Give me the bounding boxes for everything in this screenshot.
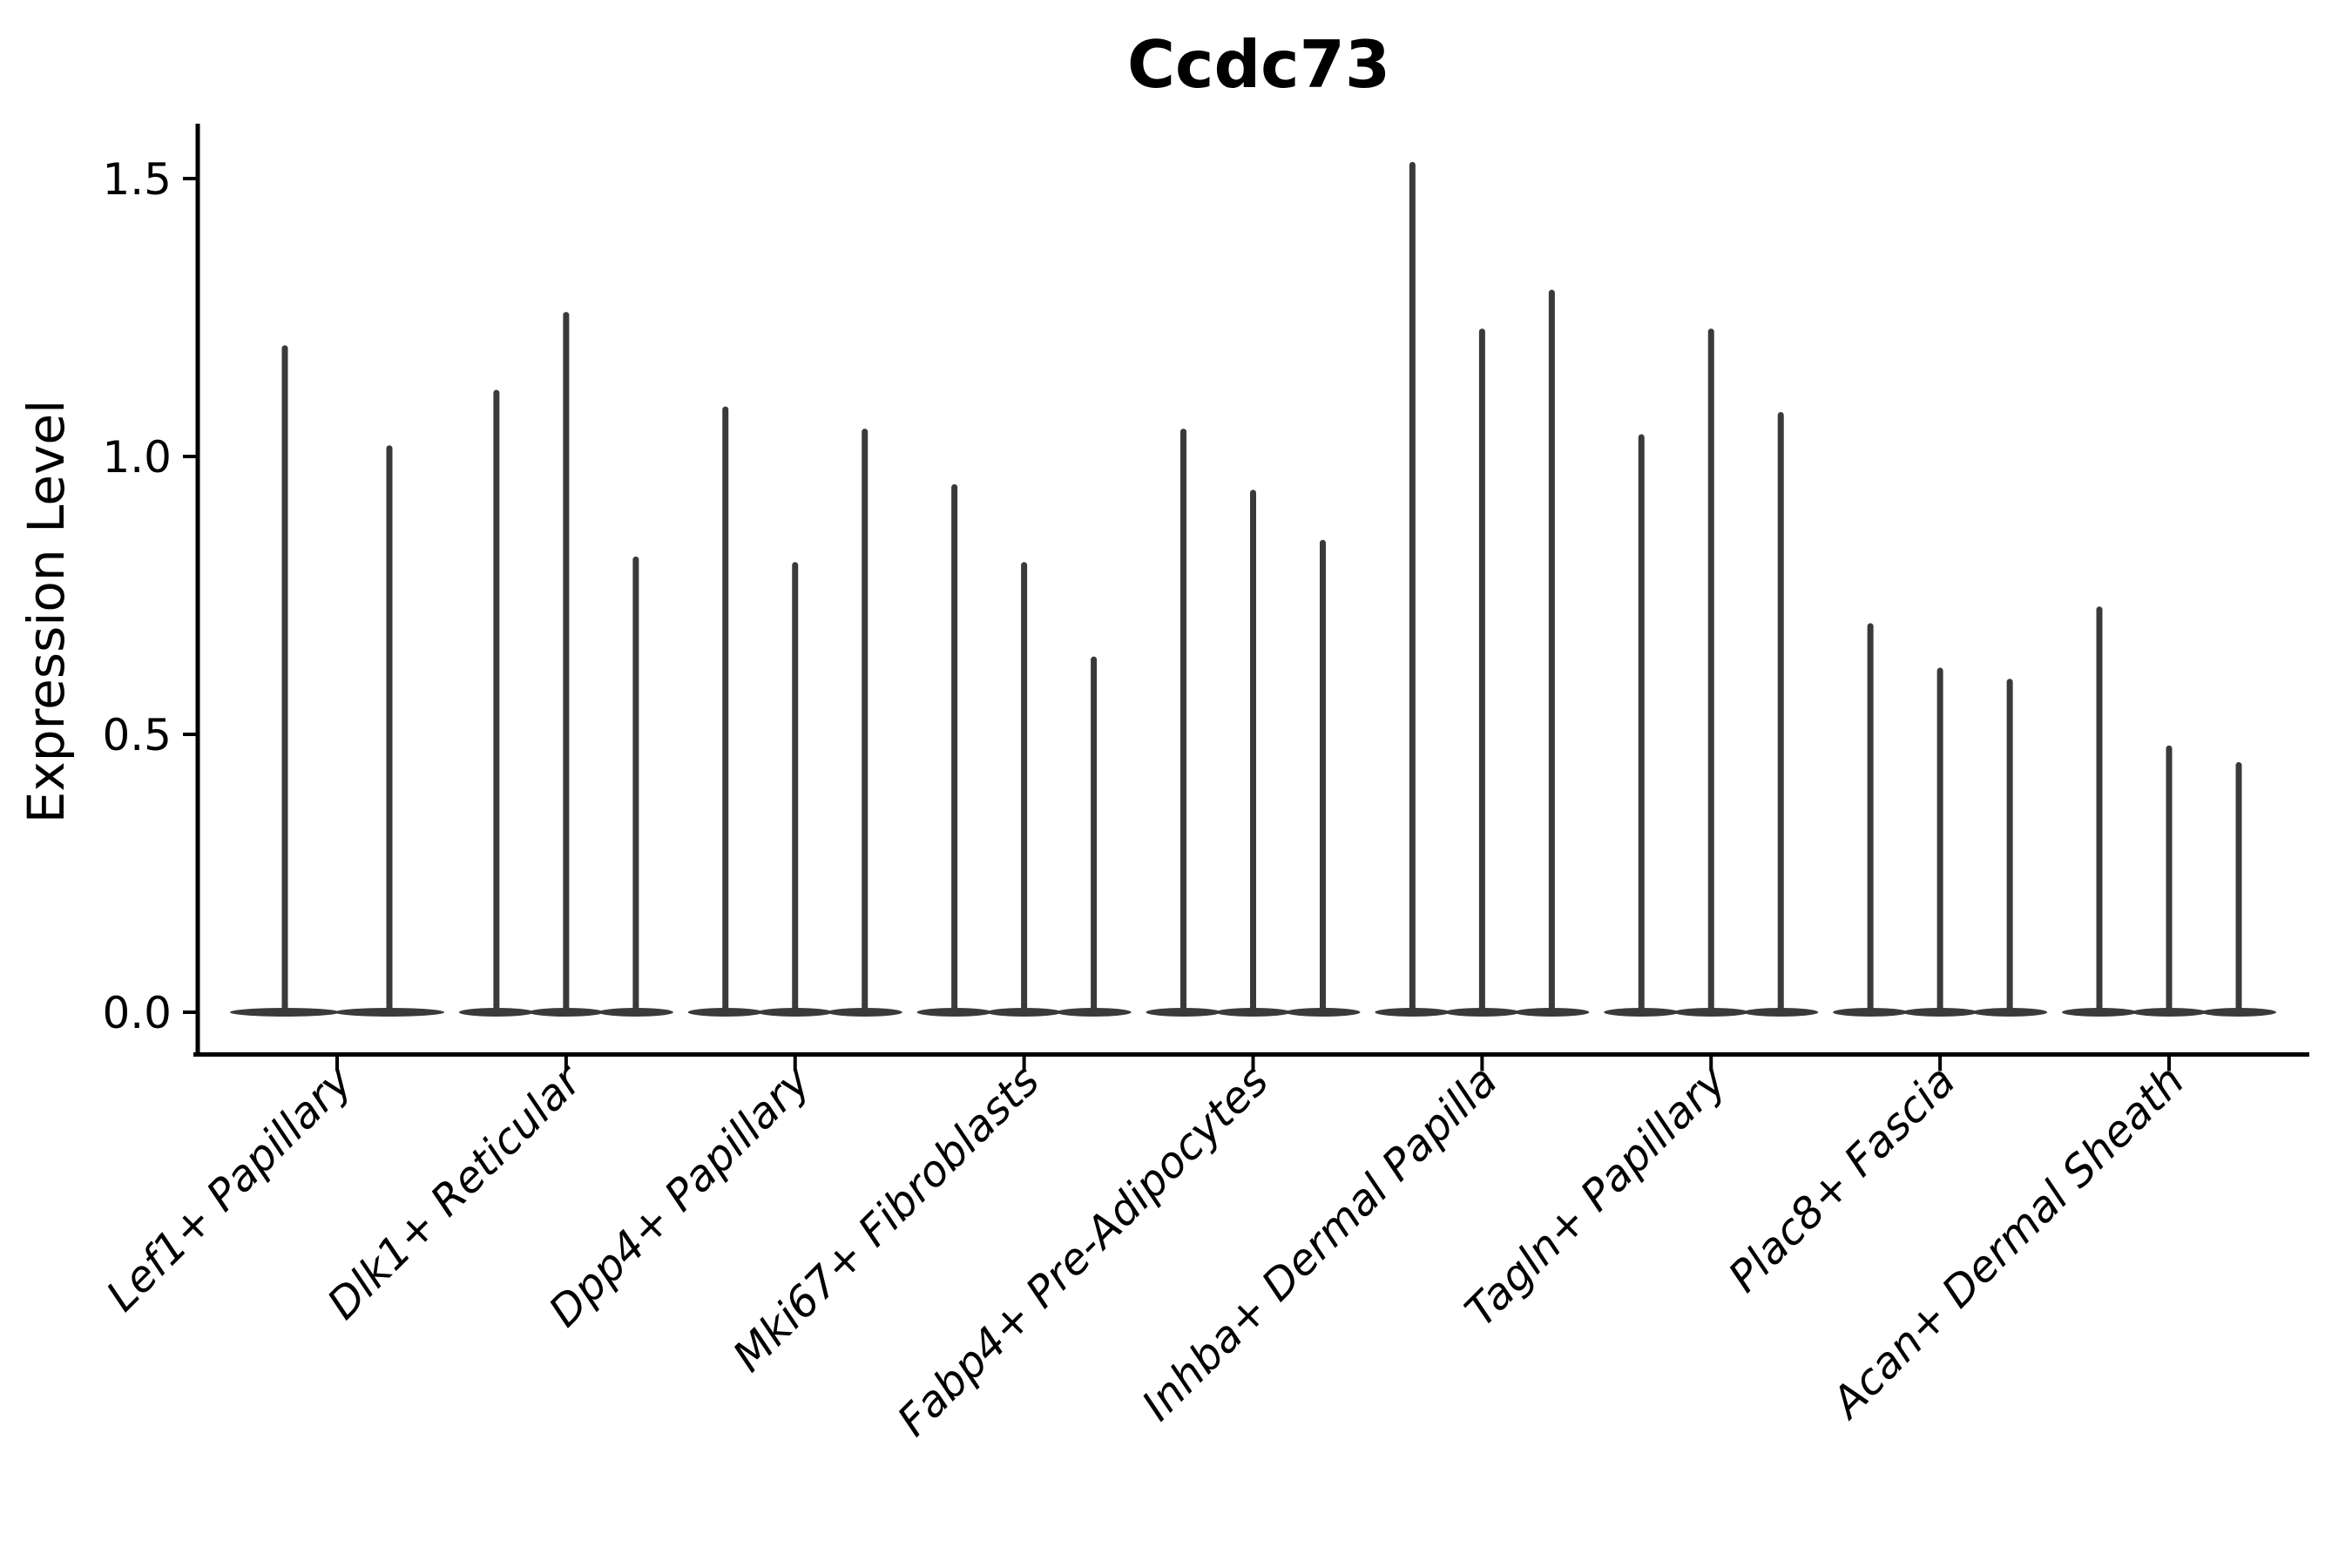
violin-spike xyxy=(1091,656,1098,1016)
violin-spike xyxy=(2235,761,2242,1016)
y-tick-label: 0.0 xyxy=(102,988,172,1038)
violin-base xyxy=(757,1008,833,1017)
violin-spike xyxy=(1478,328,1485,1016)
violin-base xyxy=(1743,1008,1819,1017)
violin-spike xyxy=(632,556,639,1016)
violin-base xyxy=(1903,1008,1978,1017)
violin xyxy=(1444,328,1520,1017)
violin-base xyxy=(1215,1008,1291,1017)
violin-base xyxy=(1285,1008,1361,1017)
violin-base xyxy=(1375,1008,1450,1017)
violin-spike xyxy=(493,389,500,1016)
violin-spike xyxy=(1180,429,1186,1017)
violin xyxy=(230,345,340,1017)
violin-base xyxy=(1972,1008,2048,1017)
violin xyxy=(2201,761,2276,1017)
violin-base xyxy=(687,1008,763,1017)
violin-base xyxy=(1514,1008,1590,1017)
violin xyxy=(528,312,604,1017)
violin-base xyxy=(916,1008,992,1017)
x-tick-label: Lef1+ Papillary xyxy=(97,1055,362,1321)
x-tick-label: Plac8+ Fascia xyxy=(1719,1056,1964,1301)
violin xyxy=(1514,289,1590,1017)
violin xyxy=(687,406,763,1017)
violin-spike xyxy=(792,562,799,1016)
violin-spike xyxy=(1638,434,1645,1017)
violin xyxy=(1285,539,1361,1017)
violin xyxy=(335,445,444,1017)
violin-spike xyxy=(1707,328,1714,1016)
violin xyxy=(1146,429,1221,1017)
violin-base xyxy=(2062,1008,2137,1017)
violin-spike xyxy=(563,312,570,1016)
violin-base xyxy=(1444,1008,1520,1017)
violin-spike xyxy=(1777,411,1784,1017)
violin xyxy=(916,483,992,1017)
violin-base xyxy=(1146,1008,1221,1017)
violin-spike xyxy=(2006,679,2013,1016)
violin-base xyxy=(230,1008,340,1017)
violin xyxy=(1604,434,1680,1017)
violin xyxy=(1375,161,1450,1017)
violin xyxy=(986,562,1062,1017)
violin-base xyxy=(1056,1008,1132,1017)
x-tick-label: Fabp4+ Pre-Adipocytes xyxy=(888,1056,1278,1446)
violin xyxy=(827,429,902,1017)
y-tick-label: 1.0 xyxy=(102,432,172,483)
violin xyxy=(1215,490,1291,1017)
y-axis-label: Expression Level xyxy=(17,400,76,823)
violin xyxy=(757,562,833,1017)
violin-base xyxy=(1604,1008,1680,1017)
violin-base xyxy=(2201,1008,2276,1017)
violins xyxy=(230,161,2276,1017)
violin-spike xyxy=(386,445,393,1016)
violin-base xyxy=(827,1008,902,1017)
violin xyxy=(1972,679,2048,1017)
violin xyxy=(1833,623,1909,1017)
y-ticks: 0.0 0.5 1.0 1.5 xyxy=(102,154,198,1038)
violin-spike xyxy=(1867,623,1874,1016)
violin-spike xyxy=(1936,667,1943,1016)
violin-spike xyxy=(1320,539,1326,1016)
violin-base xyxy=(986,1008,1062,1017)
violin xyxy=(1056,656,1132,1017)
violin-base xyxy=(1673,1008,1749,1017)
violin-base xyxy=(2132,1008,2207,1017)
violin-spike xyxy=(862,429,868,1017)
violin xyxy=(1673,328,1749,1017)
violin xyxy=(2132,745,2207,1017)
violin xyxy=(1903,667,1978,1017)
y-tick-label: 1.5 xyxy=(102,154,172,205)
violin-spike xyxy=(1021,562,1028,1016)
violin-spike xyxy=(2096,606,2103,1016)
violin-spike xyxy=(281,345,288,1016)
y-tick-label: 0.5 xyxy=(102,710,172,760)
violin xyxy=(458,389,534,1017)
violin-spike xyxy=(722,406,729,1017)
violin xyxy=(1743,411,1819,1017)
violin-spike xyxy=(1250,490,1256,1016)
violin xyxy=(598,556,673,1017)
violin-base xyxy=(598,1008,673,1017)
x-tick-label: Dlk1+ Reticular xyxy=(318,1054,592,1328)
x-ticks xyxy=(335,1054,2171,1071)
violin-spike xyxy=(2166,745,2173,1016)
violin-base xyxy=(528,1008,604,1017)
violin-base xyxy=(458,1008,534,1017)
violin-base xyxy=(335,1008,444,1017)
violin-spike xyxy=(1548,289,1555,1017)
violin xyxy=(2062,606,2137,1017)
violin-base xyxy=(1833,1008,1909,1017)
violin-spike xyxy=(951,483,958,1016)
plot-title: Ccdc73 xyxy=(1127,26,1390,103)
violin-spike xyxy=(1409,161,1416,1017)
